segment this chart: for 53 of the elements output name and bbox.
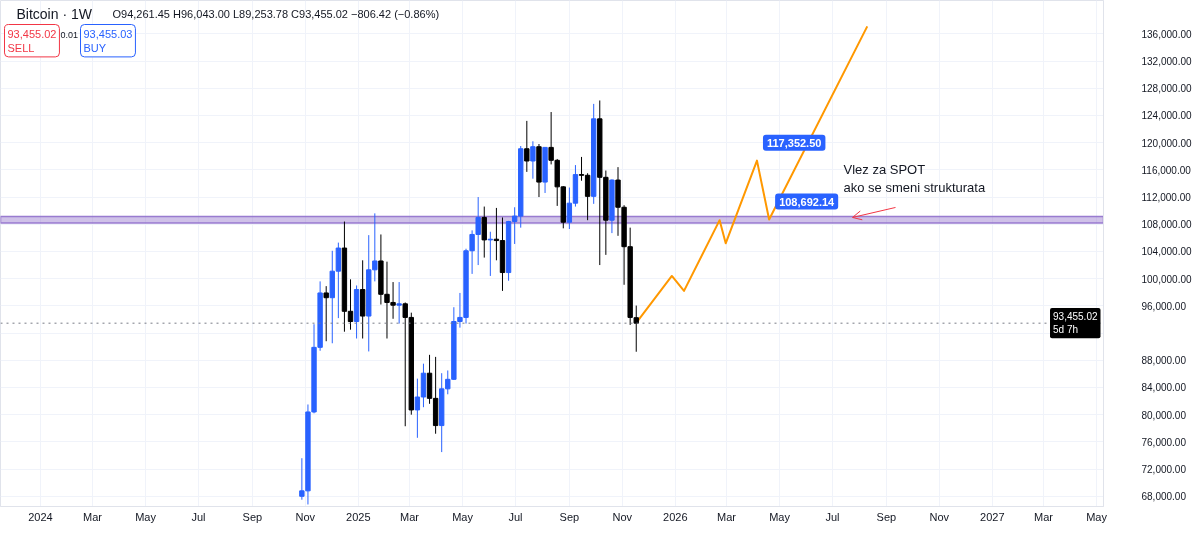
y-tick-label: 76,000.00 [1141, 436, 1187, 448]
y-tick-label: 112,000.00 [1141, 192, 1192, 204]
annotation: Vlez za SPOT ako se smeni strukturata [843, 162, 986, 196]
x-tick-label: Mar [717, 510, 737, 523]
y-tick-label: 120,000.00 [1141, 137, 1192, 149]
candlestick [396, 281, 402, 325]
x-tick-label: May [452, 510, 474, 523]
y-tick-label: 100,000.00 [1141, 273, 1192, 285]
candlestick [524, 120, 530, 173]
text: O94,261.45 H96,043.00 L89,253.78 C93,455.02 −806.42 (−0.86%) [112, 7, 440, 20]
candlestick [481, 206, 487, 259]
x-tick-label: Nov [295, 510, 316, 523]
x-tick-label: May [769, 510, 791, 523]
x-tick-label: Sep [876, 510, 897, 523]
y-tick-label: 84,000.00 [1141, 382, 1187, 394]
x-tick-label: Sep [242, 510, 263, 523]
candlestick [530, 140, 536, 180]
y-tick-label: 108,000.00 [1141, 219, 1192, 231]
x-tick-label: Jul [191, 510, 206, 523]
x-tick-label: Nov [929, 510, 950, 523]
y-tick-label: 128,000.00 [1141, 83, 1192, 95]
x-tick-label: Nov [612, 510, 633, 523]
annotation: 93,455.02 SELL [7, 27, 57, 54]
x-tick-label: Mar [83, 510, 103, 523]
data-label: 117,352.50 [766, 136, 822, 149]
y-tick-label: 116,000.00 [1141, 164, 1192, 176]
candlestick [323, 285, 329, 342]
x-tick-label: Jul [508, 510, 523, 523]
annotation: 0.01 [60, 29, 79, 40]
annotation: 93,455.03 BUY [83, 27, 133, 54]
x-tick-label: 2025 [346, 510, 371, 523]
x-tick-label: 2027 [980, 510, 1005, 523]
y-tick-label: 124,000.00 [1141, 110, 1192, 122]
x-tick-label: 2026 [663, 510, 688, 523]
x-tick-label: Mar [1034, 510, 1054, 523]
candlestick [487, 231, 494, 277]
y-tick-label: 80,000.00 [1141, 409, 1187, 421]
x-tick-label: Mar [400, 510, 420, 523]
x-tick-label: May [1086, 510, 1108, 523]
ref-line-label: 93,455.02 5d 7h [1053, 311, 1098, 336]
x-tick-label: 2024 [28, 510, 53, 523]
y-tick-label: 136,000.00 [1141, 28, 1192, 40]
y-tick-label: 132,000.00 [1141, 56, 1192, 68]
y-tick-label: 104,000.00 [1141, 246, 1192, 258]
y-tick-label: 68,000.00 [1141, 491, 1187, 503]
x-tick-label: Jul [825, 510, 840, 523]
x-tick-label: May [135, 510, 157, 523]
y-tick-label: 72,000.00 [1141, 464, 1187, 476]
y-tick-label: 96,000.00 [1141, 300, 1187, 312]
y-tick-label: 88,000.00 [1141, 355, 1187, 367]
x-tick-label: Sep [559, 510, 580, 523]
data-label: 108,692.14 [779, 195, 836, 208]
chart-title: Bitcoin · 1W [16, 5, 93, 22]
